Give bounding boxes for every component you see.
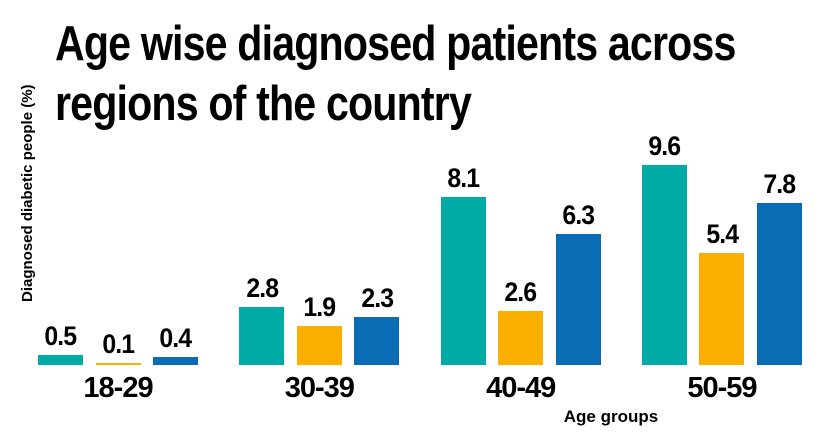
bar-value-label: 2.8 [245, 272, 279, 303]
bar-column-blue-series-30-39: 2.3 [354, 283, 400, 365]
x-tick-label-18-29: 18-29 [83, 372, 153, 404]
bar-group-40-49: 8.1 2.6 6.3 40-49 [440, 162, 601, 404]
bar-column-teal-series-40-49: 8.1 [440, 162, 486, 365]
bar-column-teal-series-50-59: 9.6 [641, 131, 687, 365]
bar-group-18-29: 0.5 0.1 0.4 18-29 [38, 321, 198, 404]
bar-column-orange-series-18-29: 0.1 [95, 328, 141, 365]
bar-value-label: 6.3 [562, 200, 595, 230]
bar-value-label: 7.8 [763, 168, 797, 199]
x-tick-label-40-49: 40-49 [486, 372, 556, 404]
x-tick-label-50-59: 50-59 [687, 372, 757, 404]
bar-blue-series-40-49 [555, 234, 601, 365]
bar-value-label: 0.1 [102, 328, 135, 359]
bar-blue-series-18-29 [153, 356, 198, 365]
bar-column-teal-series-18-29: 0.5 [38, 321, 83, 365]
bar-orange-series-30-39 [296, 325, 342, 365]
chart-title: Age wise diagnosed patients across regio… [55, 14, 736, 134]
x-tick-label-30-39: 30-39 [284, 372, 355, 404]
chart-title-line2: regions of the country [55, 77, 472, 131]
bar-column-blue-series-40-49: 6.3 [555, 200, 601, 365]
bar-column-blue-series-18-29: 0.4 [153, 323, 198, 365]
bar-teal-series-30-39 [239, 306, 285, 365]
bar-column-orange-series-40-49: 2.6 [498, 276, 544, 365]
bar-value-label: 9.6 [648, 131, 682, 162]
bar-value-label: 2.6 [504, 276, 538, 307]
bar-blue-series-50-59 [756, 202, 802, 365]
bar-orange-series-18-29 [95, 362, 141, 365]
bar-value-label: 2.3 [360, 283, 394, 314]
bar-group-30-39: 2.8 1.9 2.3 30-39 [239, 272, 400, 404]
y-axis-label: Diagnosed diabetic people (%) [19, 84, 36, 302]
bar-value-label: 0.5 [44, 320, 78, 351]
bar-column-blue-series-50-59: 7.8 [756, 168, 802, 365]
bar-column-orange-series-50-59: 5.4 [699, 218, 745, 365]
bar-teal-series-18-29 [38, 354, 83, 365]
bar-orange-series-50-59 [699, 252, 745, 365]
bar-blue-series-30-39 [354, 317, 400, 365]
bar-column-orange-series-30-39: 1.9 [296, 291, 342, 365]
chart-title-line1: Age wise diagnosed patients across [55, 17, 736, 71]
bar-value-label: 1.9 [303, 291, 336, 322]
bar-value-label: 5.4 [706, 218, 739, 249]
bar-teal-series-50-59 [641, 165, 687, 365]
bar-orange-series-40-49 [498, 310, 544, 365]
bar-column-teal-series-30-39: 2.8 [239, 272, 285, 365]
bar-group-50-59: 9.6 5.4 7.8 50-59 [641, 131, 802, 404]
bar-value-label: 8.1 [447, 162, 480, 193]
bar-value-label: 0.4 [159, 322, 193, 353]
bar-teal-series-40-49 [440, 196, 486, 365]
x-axis-label: Age groups [563, 407, 659, 426]
plot-area: 0.5 0.1 0.4 18-29 2.8 1.9 2.3 30-39 8.1 2.6 6.3 40-… [38, 125, 802, 404]
